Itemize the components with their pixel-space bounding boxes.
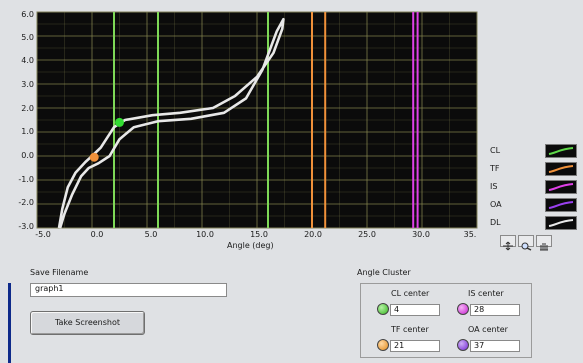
y-tick-label: -1.0 (18, 175, 34, 184)
tf-center-label: TF center (391, 325, 429, 334)
legend-label: IS (490, 182, 498, 191)
graph-tool-palette (500, 235, 560, 251)
legend-swatch-dl[interactable] (545, 216, 577, 230)
oa-center-stepper-icon[interactable] (457, 339, 469, 351)
cl-center-stepper-icon[interactable] (377, 303, 389, 315)
y-tick-label: 3.0 (21, 80, 34, 89)
x-tick-label: 20.0 (304, 230, 322, 239)
is-center-input[interactable]: 28 (470, 304, 520, 316)
y-tick-label: 0.0 (21, 151, 34, 160)
angle-cluster-panel: CL center 4 IS center 28 TF center 21 OA… (360, 283, 532, 358)
x-axis-label: Angle (deg) (227, 241, 274, 250)
save-filename-input[interactable]: graph1 (30, 283, 227, 297)
tf-center-input[interactable]: 21 (390, 340, 440, 352)
pan-hand-icon[interactable] (536, 235, 552, 251)
y-tick-label: 4.0 (21, 56, 34, 65)
take-screenshot-button[interactable]: Take Screenshot (30, 311, 145, 335)
oa-center-input[interactable]: 37 (470, 340, 520, 352)
y-tick-label: -2.0 (18, 198, 34, 207)
save-filename-label: Save Filename (30, 268, 89, 277)
x-tick-label: 25.0 (358, 230, 376, 239)
y-tick-label: 1.0 (21, 127, 34, 136)
tf-center-stepper-icon[interactable] (377, 339, 389, 351)
x-tick-label: 15.0 (250, 230, 268, 239)
x-tick-label: 35. (463, 230, 477, 239)
legend-item-dl[interactable]: DL (490, 216, 580, 232)
data-marker (115, 117, 124, 127)
legend-item-is[interactable]: IS (490, 180, 580, 196)
y-tick-label: 5.0 (21, 33, 34, 42)
angle-cluster-title: Angle Cluster (357, 268, 411, 277)
legend-label: TF (490, 164, 500, 173)
legend-swatch-cl[interactable] (545, 144, 577, 158)
legend-swatch-oa[interactable] (545, 198, 577, 212)
cl-center-input[interactable]: 4 (390, 304, 440, 316)
x-tick-label: 10.0 (196, 230, 214, 239)
x-tick-label: 30.0 (412, 230, 430, 239)
cl-center-label: CL center (391, 289, 430, 298)
legend-swatch-tf[interactable] (545, 162, 577, 176)
cursor-move-icon[interactable] (500, 235, 516, 251)
x-tick-label: -5.0 (35, 230, 51, 239)
x-tick-label: 5.0 (144, 230, 158, 239)
oa-center-label: OA center (468, 325, 508, 334)
is-center-stepper-icon[interactable] (457, 303, 469, 315)
is-center-label: IS center (468, 289, 504, 298)
y-tick-label: 2.0 (21, 104, 34, 113)
y-tick-label: -3.0 (18, 222, 34, 231)
data-marker (89, 152, 99, 162)
zoom-icon[interactable] (518, 235, 534, 251)
y-tick-label: 6.0 (21, 10, 34, 19)
legend-label: OA (490, 200, 502, 209)
legend-swatch-is[interactable] (545, 180, 577, 194)
legend-item-oa[interactable]: OA (490, 198, 580, 214)
legend-label: DL (490, 218, 501, 227)
panel-edge-strip (8, 283, 11, 363)
legend-item-cl[interactable]: CL (490, 144, 580, 160)
legend-item-tf[interactable]: TF (490, 162, 580, 178)
x-tick-label: 0.0 (90, 230, 104, 239)
legend-label: CL (490, 146, 501, 155)
